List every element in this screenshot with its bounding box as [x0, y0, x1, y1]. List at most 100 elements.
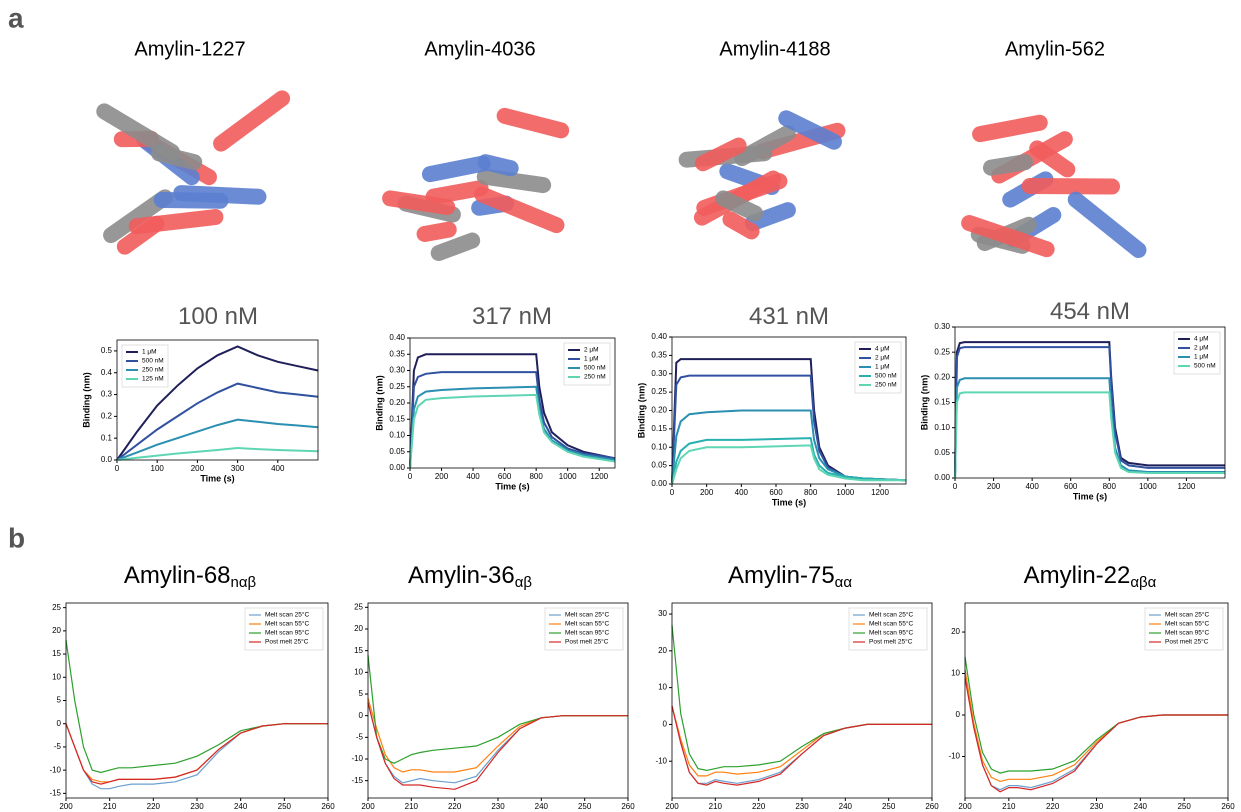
y-tick-label: 5 — [359, 689, 364, 698]
y-tick-label: 10 — [951, 669, 960, 678]
y-tick-label: -15 — [49, 788, 61, 797]
helix — [496, 107, 570, 139]
helix — [477, 154, 519, 177]
y-tick-label: 0.00 — [934, 473, 950, 482]
legend-label: Melt scan 55°C — [869, 620, 913, 628]
y-tick-label: 20 — [951, 627, 960, 636]
y-tick-label: -5 — [54, 742, 62, 751]
title-subscript: αα — [835, 574, 853, 591]
x-tick-label: 250 — [882, 802, 896, 811]
plot-frame — [964, 602, 1229, 799]
y-tick-label: 0.35 — [651, 350, 667, 359]
y-tick-label: 0.00 — [389, 463, 405, 472]
legend-label: Melt scan 95°C — [565, 629, 609, 637]
x-tick-label: 0 — [670, 488, 675, 497]
title-text: 100 nM — [178, 303, 258, 330]
y-tick-label: 0.30 — [389, 366, 405, 375]
x-tick-label: 1200 — [590, 472, 608, 481]
x-tick-label: 200 — [435, 472, 449, 481]
legend-label: Melt scan 55°C — [265, 620, 309, 628]
x-tick-label: 1000 — [1139, 482, 1157, 491]
y-tick-label: 0.20 — [934, 372, 950, 381]
y-tick-label: 0.25 — [934, 347, 950, 356]
plot-frame — [671, 336, 907, 485]
legend-label: Melt scan 25°C — [1165, 611, 1209, 619]
title-subscript: nαβ — [231, 574, 257, 591]
legend-label: Melt scan 95°C — [869, 629, 913, 637]
x-axis-label: Time (s) — [772, 497, 806, 507]
series-line — [367, 654, 628, 764]
y-tick-label: 0.05 — [389, 447, 405, 456]
x-tick-label: 400 — [271, 464, 285, 473]
y-tick-label: 0 — [663, 720, 668, 729]
x-tick-label: 200 — [987, 482, 1001, 491]
legend-label: Melt scan 95°C — [265, 629, 309, 637]
y-axis-label: Binding (nm) — [81, 372, 91, 428]
x-tick-label: 260 — [321, 802, 335, 811]
y-tick-label: 0.2 — [101, 411, 113, 420]
series-line — [116, 345, 319, 461]
legend-label: Post melt 25°C — [1165, 638, 1209, 646]
helix — [128, 209, 224, 235]
legend-label: 2 μM — [875, 355, 890, 362]
x-tick-label: 0 — [408, 472, 413, 481]
y-tick-label: 0.35 — [389, 349, 405, 358]
title-text: 431 nM — [749, 303, 829, 330]
title-subscript: αβα — [1130, 574, 1156, 591]
x-tick-label: 1000 — [559, 472, 577, 481]
y-tick-label: 0.3 — [101, 390, 113, 399]
y-tick-label: 25 — [354, 602, 363, 611]
legend-label: 250 nM — [875, 382, 897, 389]
x-tick-label: 260 — [621, 802, 635, 811]
y-tick-label: 10 — [658, 683, 667, 692]
x-tick-label: 210 — [709, 802, 723, 811]
x-tick-label: 240 — [535, 802, 549, 811]
helix — [213, 90, 291, 152]
helix — [1021, 178, 1120, 195]
y-tick-label: 20 — [354, 624, 363, 633]
x-tick-label: 600 — [769, 488, 783, 497]
x-tick-label: 800 — [1103, 482, 1117, 491]
helix — [474, 186, 565, 234]
y-tick-label: 25 — [52, 603, 61, 612]
x-axis-label: Time (s) — [200, 473, 234, 483]
series-line — [367, 698, 628, 773]
title-text: 317 nM — [472, 303, 552, 330]
structure-name: Amylin-562 — [1005, 38, 1105, 60]
y-axis-label: Binding (nm) — [374, 375, 384, 431]
protein-structure — [382, 107, 570, 262]
chart-title: 317 nM — [472, 303, 552, 330]
helix — [430, 232, 481, 262]
y-axis-label: Binding (nm) — [636, 383, 646, 439]
legend-box — [244, 607, 324, 651]
x-tick-label: 200 — [958, 802, 972, 811]
legend-label: Melt scan 95°C — [1165, 629, 1209, 637]
structure-name: Amylin-4036 — [424, 38, 535, 60]
chart-title: Amylin-36αβ — [408, 562, 532, 591]
x-tick-label: 220 — [147, 802, 161, 811]
legend-label: 125 nM — [142, 376, 164, 383]
legend-label: 500 nM — [584, 365, 606, 372]
y-tick-label: 20 — [52, 626, 61, 635]
plot-frame — [671, 602, 933, 799]
series-line — [65, 640, 328, 774]
chart-title: 454 nM — [1050, 298, 1130, 325]
panel-label: b — [8, 522, 25, 553]
y-tick-label: 0.0 — [101, 455, 113, 464]
y-tick-label: 30 — [658, 609, 667, 618]
title-text: Amylin-68 — [124, 562, 231, 589]
protein-structure — [961, 114, 1147, 258]
x-tick-label: 210 — [1002, 802, 1016, 811]
title-text: Amylin-36 — [408, 562, 515, 589]
y-tick-label: 0.15 — [389, 414, 405, 423]
y-tick-label: 5 — [57, 696, 62, 705]
series-line — [367, 702, 628, 790]
x-tick-label: 260 — [1221, 802, 1235, 811]
x-tick-label: 240 — [234, 802, 248, 811]
y-tick-label: 0.1 — [101, 433, 113, 442]
helix — [151, 145, 203, 171]
x-tick-label: 400 — [466, 472, 480, 481]
y-tick-label: 0.15 — [651, 424, 667, 433]
y-tick-label: 0.05 — [934, 448, 950, 457]
x-axis-label: Time (s) — [495, 481, 529, 491]
